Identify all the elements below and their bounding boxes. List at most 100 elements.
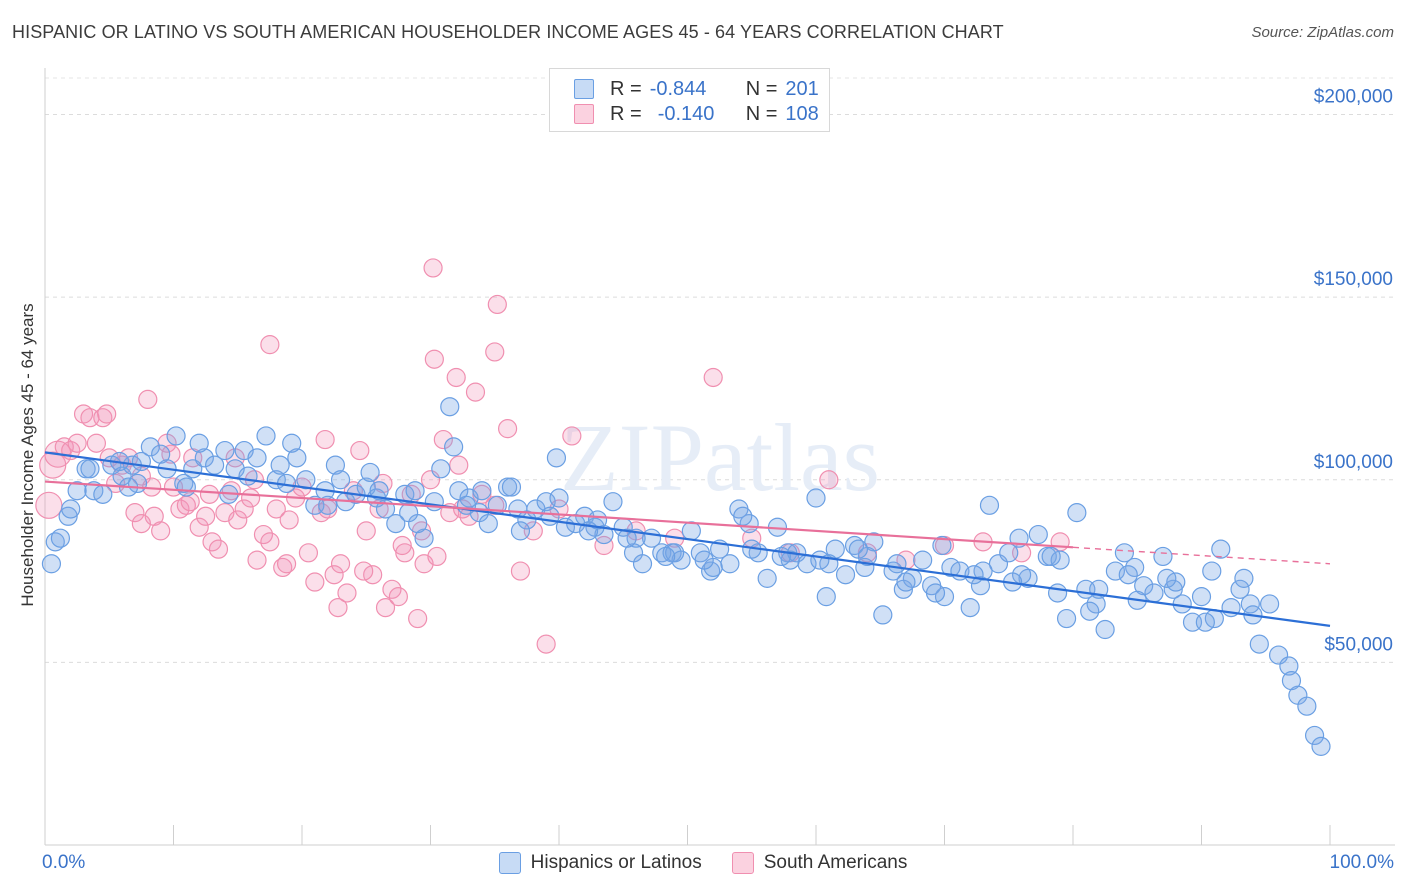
hispanic-point xyxy=(1260,594,1280,614)
hispanic-point xyxy=(431,459,451,479)
hispanic-point xyxy=(1118,565,1138,585)
hispanic-point xyxy=(1249,634,1269,654)
hispanic-point xyxy=(472,481,492,501)
south-american-point xyxy=(161,444,181,464)
south-american-point xyxy=(279,510,299,530)
south-american-point xyxy=(388,587,408,607)
hispanic-point xyxy=(282,433,302,453)
r-value: -0.140 xyxy=(657,102,715,125)
south-american-point xyxy=(221,481,241,501)
south-american-point xyxy=(433,429,453,450)
hispanic-point xyxy=(1311,736,1331,756)
hispanic-point xyxy=(510,521,531,541)
south-american-point xyxy=(703,367,723,388)
hispanic-point xyxy=(1234,568,1254,588)
south-american-point xyxy=(253,524,274,545)
south-american-point xyxy=(241,488,261,508)
south-american-point xyxy=(315,429,335,450)
y-tick-labels: $50,000 $100,000 $150,000 $200,000 xyxy=(1314,87,1393,656)
hispanic-point xyxy=(656,546,676,567)
hispanic-point xyxy=(757,568,777,588)
south-american-point xyxy=(208,539,229,559)
hispanic-point xyxy=(456,495,477,515)
legend-swatch-blue xyxy=(498,852,521,874)
hispanic-point xyxy=(194,448,214,468)
south-american-point xyxy=(305,572,325,592)
south-american-point xyxy=(485,342,505,362)
hispanic-point xyxy=(1195,612,1215,632)
south-american-point xyxy=(354,561,374,581)
south-american-point xyxy=(324,565,344,585)
hispanic-point xyxy=(1047,583,1068,603)
south-american-point xyxy=(395,543,415,563)
hispanic-point xyxy=(205,455,225,475)
south-american-point xyxy=(594,535,614,556)
south-american-point xyxy=(189,517,209,537)
y-tick-label: $100,000 xyxy=(1314,452,1393,473)
hispanic-point xyxy=(873,605,893,625)
south-american-point xyxy=(67,433,87,453)
legend-swatch-pink xyxy=(731,852,754,874)
legend-row-hispanics: R = -0.844 N = 201 xyxy=(574,77,819,101)
south-american-point xyxy=(196,506,216,526)
south-american-point xyxy=(106,473,126,494)
hispanic-point xyxy=(1067,503,1087,523)
hispanic-point xyxy=(1163,579,1183,599)
hispanic-point xyxy=(45,532,65,552)
legend-swatch-blue xyxy=(574,79,594,99)
hispanic-point xyxy=(681,521,701,541)
south-american-point xyxy=(350,440,370,461)
south-american-point xyxy=(449,455,469,475)
hispanic-point xyxy=(330,470,351,490)
hispanic-point xyxy=(50,528,71,548)
hispanic-point xyxy=(835,565,856,585)
hispanic-point xyxy=(166,426,186,446)
r-label: R = xyxy=(610,77,642,100)
hispanic-point xyxy=(80,459,100,479)
series-legend: Hispanics or Latinos South Americans xyxy=(0,852,1406,874)
hispanic-point xyxy=(970,576,991,596)
r-value: -0.844 xyxy=(649,77,707,100)
south-american-point xyxy=(487,294,507,315)
x-tick-min: 0.0% xyxy=(42,852,86,873)
hispanic-point xyxy=(61,499,81,519)
south-american-point xyxy=(97,404,117,424)
legend-item-hispanics[interactable]: Hispanics or Latinos xyxy=(498,852,702,874)
south-american-point xyxy=(125,503,145,523)
south-american-point xyxy=(112,455,132,475)
south-american-point xyxy=(819,470,839,490)
south-american-point xyxy=(392,535,412,556)
hispanic-point xyxy=(369,481,389,501)
legend-item-south-americans[interactable]: South Americans xyxy=(731,852,907,874)
south-american-point xyxy=(311,503,331,523)
south-american-point xyxy=(276,554,297,574)
south-american-point xyxy=(199,484,220,504)
legend-label: Hispanics or Latinos xyxy=(530,852,702,873)
south-american-point xyxy=(446,367,466,388)
hispanic-point xyxy=(386,513,406,534)
south-american-point xyxy=(510,561,531,581)
hispanic-point xyxy=(399,503,419,523)
south-american-trend-line xyxy=(44,480,1074,549)
legend-swatch-pink xyxy=(574,104,594,124)
hispanic-point xyxy=(189,433,209,453)
hispanic-point xyxy=(296,470,316,490)
hispanic-point xyxy=(1028,524,1048,545)
south-american-point xyxy=(35,491,63,519)
south-american-point xyxy=(266,499,286,519)
hispanic-point xyxy=(1191,587,1212,607)
correlation-legend: R = -0.844 N = 201 R = -0.140 N = 108 xyxy=(549,68,830,132)
south-american-point xyxy=(356,521,376,541)
hispanic-point xyxy=(58,506,78,526)
hispanic-point xyxy=(215,440,235,461)
hispanic-point xyxy=(1297,696,1317,716)
hispanic-point xyxy=(979,495,1000,515)
hispanic-point xyxy=(671,550,691,570)
south-american-point xyxy=(382,579,402,599)
hispanic-point xyxy=(1153,546,1173,567)
hispanic-point xyxy=(844,535,865,556)
hispanic-point xyxy=(733,506,753,526)
hispanic-point xyxy=(603,492,623,512)
hispanic-point xyxy=(41,554,62,574)
